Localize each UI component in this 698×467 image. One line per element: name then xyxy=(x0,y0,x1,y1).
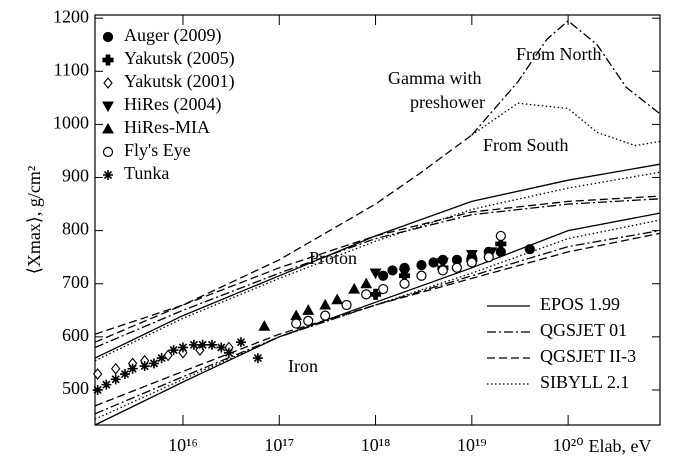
data-point xyxy=(206,339,217,350)
data-point xyxy=(197,339,208,350)
data-point xyxy=(139,361,150,372)
data-point xyxy=(465,249,478,261)
data-point xyxy=(188,339,199,350)
data-point xyxy=(387,265,398,276)
data-point xyxy=(252,353,263,364)
data-point xyxy=(369,288,382,300)
legend-marker xyxy=(102,101,114,113)
x-tick-label: 10¹⁸ xyxy=(361,435,391,455)
gamma-curve xyxy=(471,102,661,147)
data-point xyxy=(437,265,448,276)
data-point xyxy=(291,318,302,329)
legend-label: Yakutsk (2005) xyxy=(124,48,235,69)
data-point xyxy=(483,252,494,263)
data-point xyxy=(223,347,234,358)
annotation: Proton xyxy=(309,248,357,268)
gamma-curve xyxy=(471,19,661,136)
data-point xyxy=(348,282,361,294)
data-point xyxy=(216,342,227,353)
legend-label: Fly's Eye xyxy=(124,140,191,160)
data-point xyxy=(369,268,382,280)
annotation: Gamma with xyxy=(388,68,481,88)
legend-marker xyxy=(102,146,114,158)
data-point xyxy=(360,277,373,289)
legend-label: QGSJET II-3 xyxy=(540,346,636,366)
data-point xyxy=(235,337,246,348)
data-point xyxy=(436,257,449,269)
data-point xyxy=(303,315,314,327)
gamma-curve xyxy=(94,134,473,335)
data-point xyxy=(319,298,332,310)
data-point xyxy=(168,345,179,356)
annotation: preshower xyxy=(410,92,485,112)
legend-label: HiRes-MIA xyxy=(124,117,210,137)
data-point xyxy=(466,257,477,268)
data-point xyxy=(120,369,131,380)
data-point xyxy=(302,304,315,315)
data-point xyxy=(320,310,331,321)
x-tick-label: 10¹⁶ xyxy=(168,435,198,455)
data-point xyxy=(110,374,121,385)
data-point xyxy=(341,299,352,311)
data-point xyxy=(92,384,103,395)
data-point xyxy=(148,358,159,369)
y-tick-label: 800 xyxy=(62,219,89,239)
data-point xyxy=(378,270,389,281)
x-axis-label: Elab, eV xyxy=(589,436,652,456)
y-tick-label: 1100 xyxy=(54,59,89,79)
legend-label: HiRes (2004) xyxy=(124,94,222,115)
data-point xyxy=(416,270,427,281)
data-point xyxy=(361,289,372,300)
data-point xyxy=(156,353,167,364)
data-point xyxy=(101,379,112,390)
y-tick-label: 700 xyxy=(62,272,89,292)
iron-curve xyxy=(94,229,661,415)
legend-label: Auger (2009) xyxy=(124,25,221,46)
data-point xyxy=(495,230,506,242)
legend-marker xyxy=(102,54,114,66)
iron-curve xyxy=(94,219,661,420)
data-point xyxy=(110,362,121,375)
y-tick-label: 500 xyxy=(62,378,89,398)
data-point xyxy=(331,293,344,305)
y-tick-label: 600 xyxy=(62,325,89,345)
proton-curve xyxy=(94,198,661,349)
legend-label: EPOS 1.99 xyxy=(540,294,620,314)
legend-label: SIBYLL 2.1 xyxy=(540,372,629,392)
annotation: From South xyxy=(483,135,569,155)
legend-marker xyxy=(102,31,114,43)
data-point xyxy=(451,262,463,273)
legend-marker xyxy=(103,77,113,89)
legend-label: QGSJET 01 xyxy=(540,320,627,340)
data-point xyxy=(398,268,411,280)
iron-curve xyxy=(94,212,661,426)
data-point xyxy=(399,278,410,289)
data-point xyxy=(416,260,427,271)
annotation: From North xyxy=(516,44,602,64)
x-tick-label: 10¹⁷ xyxy=(264,435,294,455)
y-axis-label: ⟨Xmax⟩, g/cm² xyxy=(24,166,44,274)
data-point xyxy=(378,283,389,295)
data-point xyxy=(428,257,439,268)
y-tick-label: 900 xyxy=(62,166,89,186)
proton-curve xyxy=(94,195,661,343)
data-point xyxy=(258,320,271,331)
x-tick-label: 10²⁰ xyxy=(553,435,584,455)
data-point xyxy=(290,309,303,321)
legend-label: Yakutsk (2001) xyxy=(124,71,235,92)
legend-marker xyxy=(103,170,113,180)
data-point xyxy=(127,363,138,374)
data-point xyxy=(524,244,535,255)
x-tick-label: 10¹⁹ xyxy=(457,435,487,455)
data-point xyxy=(177,342,188,353)
annotation: Iron xyxy=(288,356,318,376)
y-tick-label: 1000 xyxy=(53,113,89,133)
legend-label: Tunka xyxy=(124,163,169,183)
iron-curve xyxy=(94,232,661,407)
legend-marker xyxy=(102,122,114,134)
y-tick-label: 1200 xyxy=(53,6,89,26)
data-point xyxy=(92,368,103,380)
proton-curve xyxy=(94,171,661,362)
